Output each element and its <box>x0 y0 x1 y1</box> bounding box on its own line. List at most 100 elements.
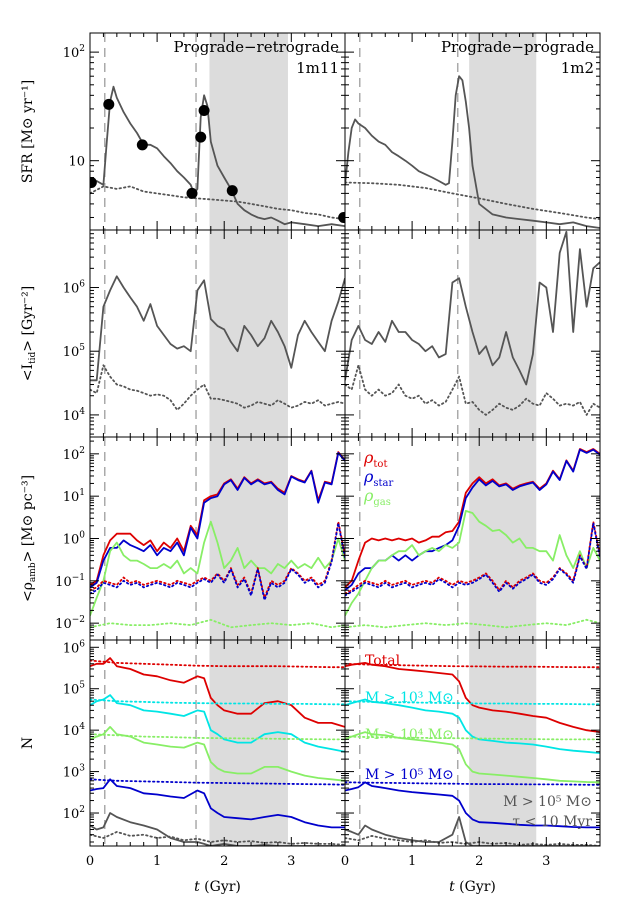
series-line-dotted <box>345 618 600 629</box>
series-line-solid <box>90 726 345 782</box>
y-tick-label: 10 <box>68 155 85 170</box>
shaded-region <box>469 230 537 437</box>
legend-entry: ρstar <box>363 467 394 489</box>
series-line-dotted <box>90 522 345 601</box>
y-tick-label: 105 <box>63 681 86 698</box>
series-line-dotted <box>345 781 600 786</box>
series-line-dotted <box>90 659 345 669</box>
y-tick-label-exp: 5 <box>79 681 85 691</box>
series-line-solid <box>345 698 600 754</box>
panel-rho-1 <box>90 437 345 640</box>
series-line-solid <box>345 781 600 829</box>
x-axis-title-unit: (Gyr) <box>204 879 241 895</box>
legend-symbol: ρ <box>363 486 374 505</box>
y-tick-label-base: 10 <box>63 409 80 424</box>
series-line-solid <box>90 275 345 382</box>
y-axis-title-sub: amb <box>28 562 38 582</box>
shaded-region <box>469 437 537 640</box>
legend-entry: ρtot <box>363 448 387 470</box>
series-line-solid <box>90 812 345 846</box>
series-label: M > 10⁴ M⊙ <box>365 727 454 743</box>
y-tick-label-exp: −2 <box>72 615 85 625</box>
y-tick-label-exp: 4 <box>79 722 85 732</box>
panel-title: Prograde−prograde <box>441 38 594 56</box>
shaded-region <box>469 33 537 230</box>
panel-itid-1 <box>90 230 345 437</box>
legend-entry: ρgas <box>363 486 391 508</box>
y-tick-label-exp: 6 <box>79 280 85 290</box>
legend-sub: gas <box>373 497 391 508</box>
y-tick-label: 102 <box>63 44 85 61</box>
data-marker <box>186 187 198 199</box>
y-tick-label-base: 10 <box>63 807 80 822</box>
series-line-dotted <box>90 364 345 411</box>
panel-rho-2 <box>345 437 600 640</box>
y-tick-label-exp: 1 <box>79 488 85 498</box>
x-tick-label: 0 <box>341 854 349 869</box>
y-tick-label: 106 <box>63 639 86 656</box>
series-line-dotted <box>90 185 345 221</box>
y-tick-label-exp: 4 <box>79 407 85 417</box>
y-tick-label-base: 10 <box>63 641 80 656</box>
series-line-solid <box>90 520 345 617</box>
x-tick-label: 2 <box>220 854 228 869</box>
y-tick-label-exp: 6 <box>79 639 85 649</box>
legend-symbol: ρ <box>363 467 374 486</box>
y-tick-label: 104 <box>63 722 86 739</box>
y-tick-label-base: 10 <box>63 683 80 698</box>
panel-sfr-1 <box>90 33 345 230</box>
x-tick-label: 1 <box>408 854 416 869</box>
x-axis-title: t (Gyr) <box>194 879 241 895</box>
x-tick-label: 1 <box>153 854 161 869</box>
y-tick-label-exp: 3 <box>79 764 85 774</box>
y-tick-label-base: 10 <box>63 46 80 61</box>
y-axis-title-part: <ρ <box>20 582 36 602</box>
x-axis-title-var: t <box>194 879 204 895</box>
x-tick-label: 2 <box>475 854 483 869</box>
series-line-solid <box>345 230 600 386</box>
y-tick-label-base: 10 <box>55 617 72 632</box>
y-axis-title-part: > [Gyr⁻²] <box>20 286 36 352</box>
series-label: Total <box>365 653 401 669</box>
y-axis-title: <Itid> [Gyr⁻²] <box>20 286 38 381</box>
y-tick-label: 106 <box>63 280 86 297</box>
series-line-dotted <box>90 733 345 741</box>
series-line-dotted <box>345 662 600 669</box>
data-marker <box>195 131 207 143</box>
y-tick-label-exp: 2 <box>79 805 85 815</box>
series-line-solid <box>90 694 345 753</box>
y-axis-title: <ρamb> [M⊙ pc⁻³] <box>20 475 38 602</box>
y-tick-label-exp: −1 <box>72 573 85 583</box>
y-tick-label-base: 10 <box>63 533 80 548</box>
shaded-region <box>209 437 288 640</box>
y-tick-label: 100 <box>63 531 86 548</box>
y-axis-title: SFR [M⊙ yr⁻¹] <box>20 80 36 183</box>
series-line-dotted <box>345 364 600 416</box>
y-axis-title-part: > [M⊙ pc⁻³] <box>20 475 36 562</box>
panel-title: Prograde−retrograde <box>173 38 339 56</box>
series-line-solid <box>345 662 600 733</box>
x-tick-label: 3 <box>287 854 295 869</box>
series-label: M > 10⁵ M⊙ <box>365 767 454 783</box>
y-tick-label: 104 <box>63 407 86 424</box>
series-line-solid <box>90 85 345 228</box>
y-axis-title-part: N <box>20 737 36 749</box>
series-line-solid <box>90 778 345 829</box>
series-line-solid <box>90 451 345 589</box>
x-axis-title: t (Gyr) <box>449 879 496 895</box>
y-tick-label-base: 10 <box>63 724 80 739</box>
series-line-dotted <box>90 698 345 706</box>
series-label: τ < 10 Myr <box>512 814 592 830</box>
y-tick-label: 105 <box>63 343 86 360</box>
y-tick-label-base: 10 <box>63 490 80 505</box>
y-tick-label-base: 10 <box>68 155 85 170</box>
y-tick-label-exp: 5 <box>79 343 85 353</box>
panel-subtitle: 1m2 <box>561 59 594 77</box>
y-tick-label: 102 <box>63 805 85 822</box>
x-axis-title-unit: (Gyr) <box>459 879 496 895</box>
series-line-solid <box>90 657 345 728</box>
y-axis-title-sub: tid <box>28 351 38 363</box>
data-marker <box>103 98 115 110</box>
